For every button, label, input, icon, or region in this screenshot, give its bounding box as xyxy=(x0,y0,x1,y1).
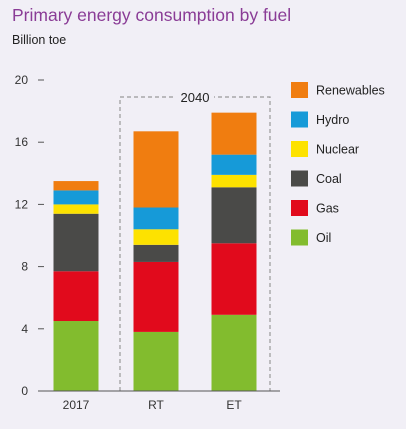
legend-label-oil: Oil xyxy=(316,231,331,245)
bar-segment-gas-rt xyxy=(133,261,179,332)
y-tick-label: 16 xyxy=(15,135,29,149)
bar-segment-coal-et xyxy=(211,187,257,244)
y-tick-label: 8 xyxy=(21,260,28,274)
bar-segment-hydro-et xyxy=(211,154,257,175)
bar-segment-nuclear-rt xyxy=(133,229,179,245)
legend-label-hydro: Hydro xyxy=(316,113,349,127)
chart-title: Primary energy consumption by fuel xyxy=(12,5,292,25)
legend-label-gas: Gas xyxy=(316,202,339,216)
legend-swatch-hydro xyxy=(291,111,308,128)
bar-segment-coal-2017 xyxy=(53,213,99,272)
y-axis: 0 4 8 12 16 20 xyxy=(15,73,44,398)
bar-segment-renewables-2017 xyxy=(53,181,99,191)
bar-segment-nuclear-et xyxy=(211,174,257,188)
x-tick-label-2017: 2017 xyxy=(63,398,90,412)
legend-swatch-gas xyxy=(291,200,308,216)
y-tick-label: 12 xyxy=(15,197,29,211)
legend-swatch-oil xyxy=(291,229,308,246)
bar-segment-renewables-et xyxy=(211,112,257,155)
bar-segment-gas-2017 xyxy=(53,271,99,322)
y-tick-label: 20 xyxy=(15,73,29,87)
scenario-bracket: 2040 xyxy=(119,89,271,391)
bracket-label: 2040 xyxy=(181,90,210,105)
y-tick-label: 0 xyxy=(21,384,28,398)
bracket-dashed-line xyxy=(119,96,271,391)
x-tick-label-rt: RT xyxy=(148,398,164,412)
unit-label: Billion toe xyxy=(12,33,67,47)
legend-swatch-nuclear xyxy=(291,141,308,157)
y-tick-label: 4 xyxy=(21,322,28,336)
legend-label-coal: Coal xyxy=(316,172,342,186)
legend-label-renewables: Renewables xyxy=(316,84,385,98)
bars xyxy=(53,112,257,391)
bar-segment-oil-rt xyxy=(133,331,179,391)
bar-segment-hydro-rt xyxy=(133,207,179,230)
bar-segment-coal-rt xyxy=(133,244,179,262)
legend: Renewables Hydro Nuclear Coal Gas Oil xyxy=(291,82,385,246)
bar-segment-oil-2017 xyxy=(53,321,99,391)
bar-segment-nuclear-2017 xyxy=(53,204,99,214)
bar-segment-hydro-2017 xyxy=(53,190,99,205)
bracket-label-background xyxy=(176,89,214,105)
legend-swatch-renewables xyxy=(291,82,308,98)
bar-segment-gas-et xyxy=(211,243,257,315)
bar-segment-oil-et xyxy=(211,314,257,391)
x-axis: 2017 RT ET xyxy=(63,398,243,412)
bar-segment-renewables-rt xyxy=(133,131,179,208)
legend-label-nuclear: Nuclear xyxy=(316,143,359,157)
legend-swatch-coal xyxy=(291,170,308,187)
x-tick-label-et: ET xyxy=(226,398,242,412)
